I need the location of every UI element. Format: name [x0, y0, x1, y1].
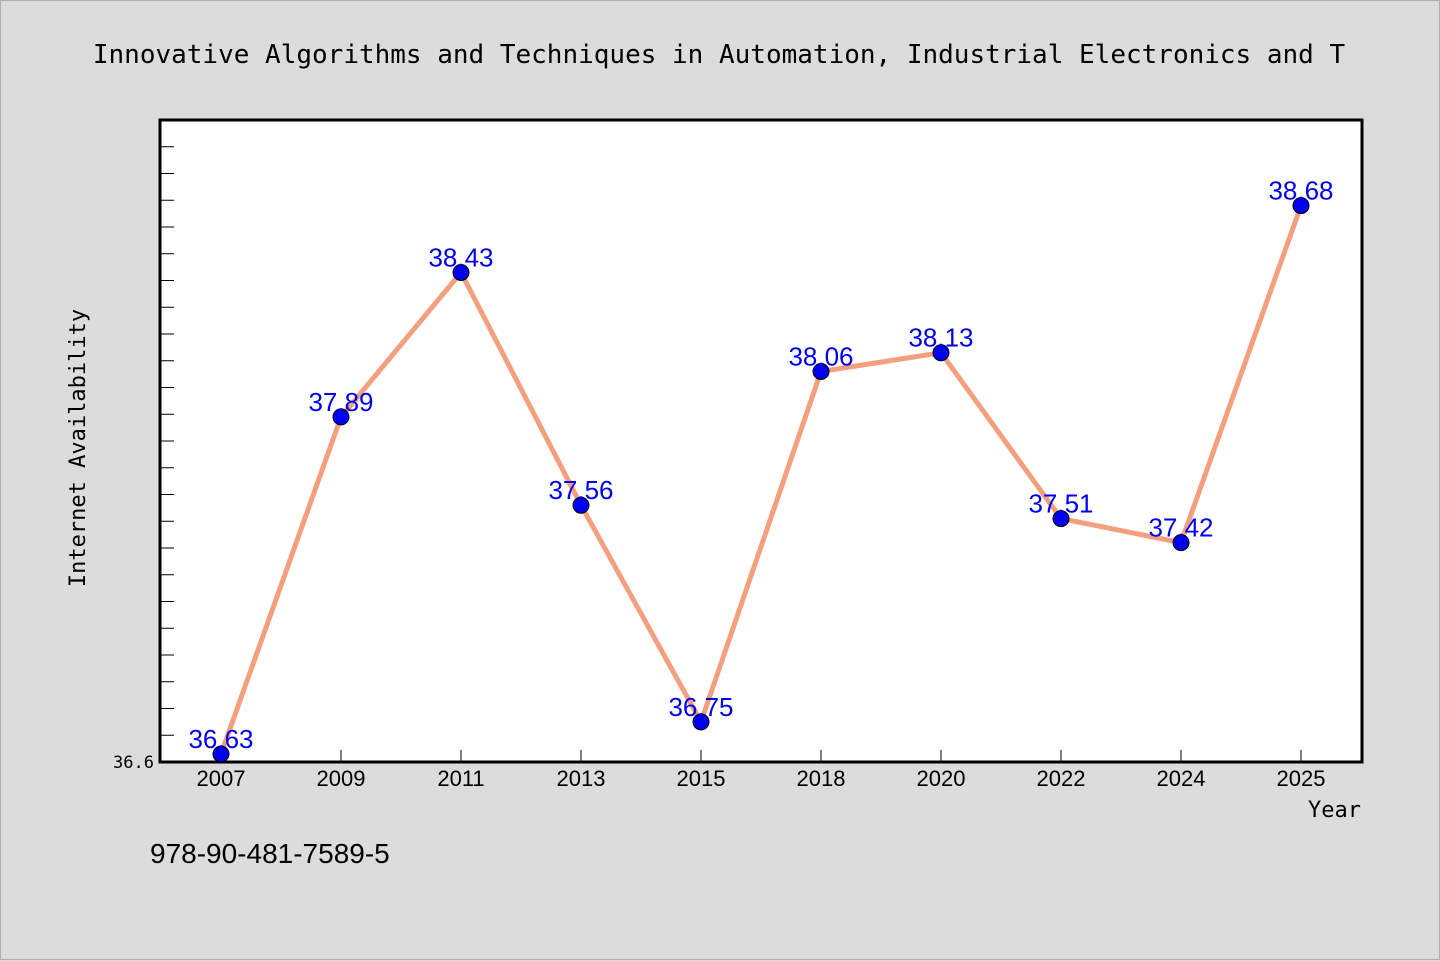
data-labels: 36.63 37.89 38.43 37.56 36.75 38.06 38.13 37.51… — [188, 176, 1333, 754]
x-tick-label: 2015 — [677, 766, 726, 791]
data-point-label: 37.56 — [548, 475, 613, 505]
x-tick-label: 2011 — [437, 766, 484, 791]
data-point-marker — [212, 745, 230, 763]
data-point-label: 36.63 — [188, 724, 253, 754]
plot-area — [158, 118, 1364, 764]
data-point-label: 38.13 — [908, 323, 973, 353]
data-point-label: 38.68 — [1268, 176, 1333, 206]
data-markers — [212, 197, 1310, 763]
x-tick-label: 2025 — [1277, 766, 1326, 791]
chart-title: Innovative Algorithms and Techniques in … — [93, 40, 1346, 70]
data-point-label: 38.06 — [788, 341, 853, 371]
data-point-label: 37.51 — [1028, 489, 1093, 519]
x-tick-label: 2020 — [917, 766, 966, 791]
y-axis-title: Internet Availability — [66, 309, 91, 587]
data-point-label: 36.75 — [668, 692, 733, 722]
data-point-marker — [332, 408, 350, 426]
x-tick-label: 2018 — [797, 766, 846, 791]
data-point-label: 37.89 — [308, 387, 373, 417]
x-tick-label: 2024 — [1157, 766, 1206, 791]
data-point-marker — [452, 263, 470, 281]
data-point-marker — [1052, 510, 1070, 528]
data-point-marker — [1292, 197, 1310, 215]
x-tick-label: 2009 — [317, 766, 366, 791]
y-axis-ticks: 36.6 — [113, 146, 174, 773]
series-line — [218, 204, 1304, 755]
x-tick-label: 2013 — [557, 766, 606, 791]
y-tick-label: 36.6 — [113, 753, 154, 773]
data-point-marker — [572, 496, 590, 514]
data-point-marker — [932, 344, 950, 362]
footer-isbn: 978-90-481-7589-5 — [150, 838, 390, 869]
x-axis-ticks: 2007 2009 2011 2013 2015 2018 2020 2022 2024 2025 — [197, 750, 1326, 791]
x-tick-label: 2022 — [1037, 766, 1086, 791]
x-axis-title: Year — [1308, 798, 1361, 823]
x-tick-label: 2007 — [197, 766, 246, 791]
data-point-label: 37.42 — [1148, 513, 1213, 543]
data-point-marker — [692, 713, 710, 731]
data-point-label: 38.43 — [428, 242, 493, 272]
data-point-marker — [812, 362, 830, 380]
data-point-marker — [1172, 534, 1190, 552]
